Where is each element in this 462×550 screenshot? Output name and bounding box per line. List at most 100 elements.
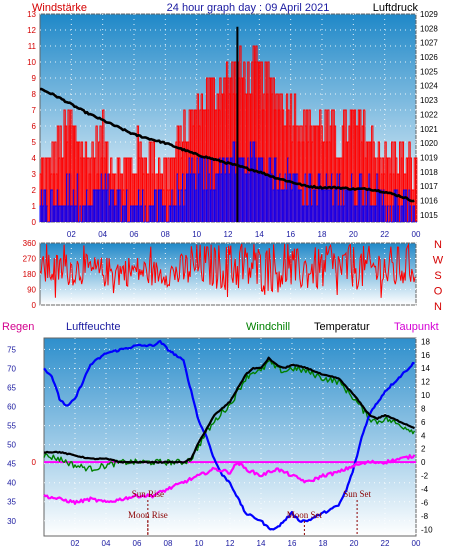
- hour-tick-label: 06: [130, 230, 139, 239]
- legend-regen: Regen: [2, 321, 34, 333]
- pressure-tick-label: 1022: [420, 110, 438, 119]
- wind-tick-label: 12: [27, 26, 36, 35]
- hour-tick-label: 00: [412, 539, 421, 548]
- compass-label: O: [434, 286, 443, 298]
- compass-label: N: [434, 301, 442, 313]
- temperature-tick-label: 2: [421, 445, 426, 454]
- humidity-tick-label: 60: [7, 403, 16, 412]
- temperature-tick-label: -8: [421, 512, 429, 521]
- pressure-tick-label: 1029: [420, 10, 438, 19]
- pressure-tick-label: 1026: [420, 53, 438, 62]
- wind-tick-label: 11: [28, 42, 37, 51]
- pressure-tick-label: 1017: [420, 182, 438, 191]
- hour-tick-label: 00: [412, 230, 421, 239]
- temperature-tick-label: 8: [421, 404, 426, 413]
- wind-tick-label: 8: [32, 90, 37, 99]
- hour-tick-label: 08: [161, 230, 170, 239]
- compass-label: S: [434, 270, 441, 282]
- wind-tick-label: 9: [32, 74, 37, 83]
- temperature-tick-label: 12: [421, 378, 430, 387]
- hour-tick-label: 04: [102, 539, 111, 548]
- humidity-tick-label: 70: [7, 364, 16, 373]
- humidity-tick-label: 40: [7, 479, 16, 488]
- pressure-tick-label: 1020: [420, 139, 438, 148]
- pressure-tick-label: 1018: [420, 168, 438, 177]
- annotation-label: Moon Rise: [128, 510, 168, 520]
- pressure-tick-label: 1015: [420, 211, 438, 220]
- humidity-tick-label: 35: [7, 498, 16, 507]
- pressure-tick-label: 1019: [420, 153, 438, 162]
- hour-tick-label: 18: [318, 230, 327, 239]
- temperature-tick-label: 6: [421, 418, 426, 427]
- hour-tick-label: 08: [164, 539, 173, 548]
- hour-tick-label: 02: [67, 230, 76, 239]
- wind-direction-line: [39, 242, 416, 298]
- temperature-humidity-panel: [43, 337, 417, 537]
- temperature-tick-label: -4: [421, 485, 429, 494]
- hour-tick-label: 06: [133, 539, 142, 548]
- hour-tick-label: 20: [350, 539, 359, 548]
- wind-direction-marks: [39, 242, 416, 298]
- series-windchill: [43, 359, 416, 472]
- temperature-axes: 30354045505560657075-10-8-6-4-2024681012…: [7, 337, 433, 548]
- temperature-tick-label: 16: [421, 351, 430, 360]
- wind-tick-label: 13: [27, 10, 36, 19]
- wind-gust-bar: [152, 141, 156, 222]
- wind-gust-bar: [415, 157, 418, 222]
- temperature-tick-label: -2: [421, 472, 429, 481]
- hour-tick-label: 10: [192, 230, 201, 239]
- temperature-tick-label: 0: [421, 458, 426, 467]
- pressure-tick-label: 1028: [420, 24, 438, 33]
- temperature-tick-label: 4: [421, 431, 426, 440]
- annotation-label: Sun Rise: [132, 489, 164, 499]
- hour-tick-label: 12: [224, 230, 233, 239]
- series-taupunkt: [43, 454, 416, 505]
- hour-tick-label: 22: [381, 539, 390, 548]
- wind-tick-label: 7: [32, 106, 37, 115]
- wind-tick-label: 10: [27, 58, 36, 67]
- wind-tick-label: 6: [32, 122, 37, 131]
- temperature-tick-label: 14: [421, 364, 430, 373]
- hour-tick-label: 04: [98, 230, 107, 239]
- hour-tick-label: 14: [255, 230, 264, 239]
- legend-windchill: Windchill: [246, 321, 290, 333]
- wind-tick-label: 4: [32, 154, 37, 163]
- pressure-line: [39, 87, 415, 203]
- rain-tick-label: 0: [32, 458, 37, 467]
- wind-axis-title: Windstärke: [32, 2, 87, 14]
- pressure-tick-label: 1024: [420, 82, 438, 91]
- temperature-tick-label: 18: [421, 337, 430, 346]
- wind-speed-bars: [39, 26, 418, 223]
- humidity-tick-label: 55: [7, 422, 16, 431]
- direction-tick-label: 180: [23, 270, 37, 279]
- pressure-axis-title: Luftdruck: [373, 2, 419, 14]
- legend-temperatur: Temperatur: [314, 321, 370, 333]
- wind-tick-label: 5: [32, 138, 37, 147]
- wind-tick-label: 3: [32, 170, 37, 179]
- hour-tick-label: 10: [195, 539, 204, 548]
- hour-tick-label: 22: [380, 230, 389, 239]
- humidity-tick-label: 75: [7, 345, 16, 354]
- legend-taupunkt: Taupunkt: [394, 321, 439, 333]
- wind-pressure-axes: 0123456789101112131015101610171018101910…: [27, 10, 438, 239]
- hour-tick-label: 12: [226, 539, 235, 548]
- humidity-tick-label: 45: [7, 460, 16, 469]
- direction-tick-label: 90: [27, 286, 36, 295]
- annotation-label: Sun Set: [343, 489, 371, 499]
- temperature-humidity-series: [43, 339, 416, 531]
- annotation-label: Moon Set: [287, 510, 323, 520]
- pressure-tick-label: 1016: [420, 196, 438, 205]
- legend-luftfeuchte: Luftfeuchte: [66, 321, 120, 333]
- compass-label: W: [433, 255, 444, 267]
- hour-tick-label: 02: [71, 539, 80, 548]
- chart-title: 24 hour graph day : 09 April 2021: [167, 2, 330, 14]
- compass-label: N: [434, 239, 442, 251]
- hour-tick-label: 16: [286, 230, 295, 239]
- temperature-tick-label: -10: [421, 525, 433, 534]
- hour-tick-label: 14: [257, 539, 266, 548]
- direction-tick-label: 0: [32, 301, 37, 310]
- humidity-tick-label: 65: [7, 384, 16, 393]
